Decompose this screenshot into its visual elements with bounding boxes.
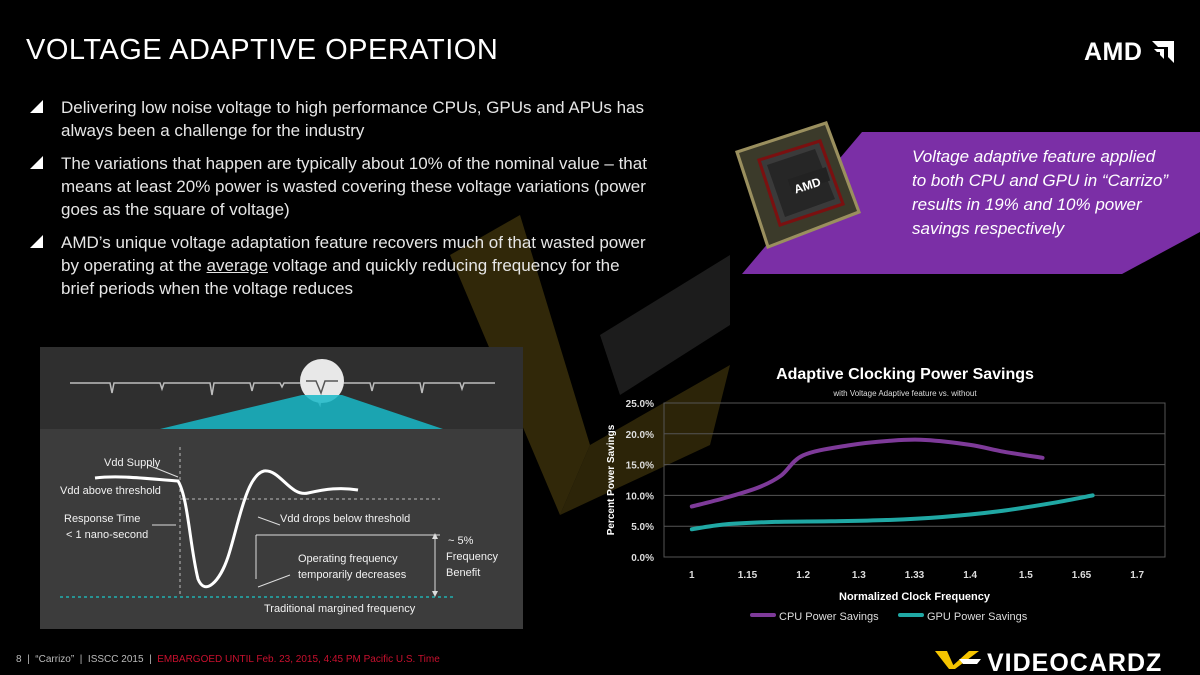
x-axis-label: Normalized Clock Frequency — [839, 591, 991, 603]
bullet-text: Delivering low noise voltage to high per… — [61, 98, 645, 140]
traditional-freq-label: Traditional margined frequency — [264, 603, 416, 615]
y-tick-label: 0.0% — [631, 553, 654, 564]
benefit-label-2: Benefit — [446, 567, 481, 579]
response-time-value: < 1 nano-second — [66, 529, 149, 541]
x-tick-label: 1.7 — [1130, 570, 1144, 581]
voltage-diagram: Vdd Supply Vdd above threshold Response … — [40, 347, 523, 629]
callout-text: Voltage adaptive feature applied to both… — [912, 147, 1169, 238]
y-axis-label: Percent Power Savings — [606, 424, 617, 535]
footer-conference: ISSCC 2015 — [87, 654, 144, 665]
bullet-text: The variations that happen are typically… — [61, 154, 647, 219]
x-tick-label: 1.2 — [796, 570, 810, 581]
slide-title: VOLTAGE ADAPTIVE OPERATION — [26, 34, 499, 66]
bullet-item: The variations that happen are typically… — [30, 152, 650, 221]
chip-image: AMD — [735, 121, 861, 249]
x-tick-label: 1.65 — [1072, 570, 1092, 581]
footer-embargo: EMBARGOED UNTIL Feb. 23, 2015, 4:45 PM P… — [157, 654, 440, 665]
vdd-drops-label: Vdd drops below threshold — [280, 513, 411, 525]
legend-gpu-swatch — [898, 613, 924, 617]
y-tick-label: 15.0% — [626, 461, 654, 472]
y-tick-label: 20.0% — [626, 430, 654, 441]
x-tick-label: 1.33 — [905, 570, 925, 581]
bullet-text-post: voltage and quickly reducing frequency f… — [61, 256, 620, 298]
y-tick-label: 25.0% — [626, 399, 654, 410]
x-tick-label: 1.3 — [852, 570, 866, 581]
cpu-series-line — [689, 437, 1045, 509]
voltage-diagram-graphic — [40, 347, 523, 629]
footer-sep: | — [79, 654, 83, 665]
page-number: 8 — [16, 654, 22, 665]
op-freq-label-2: temporarily decreases — [298, 569, 407, 581]
videocardz-brand-text: VIDEOCARDZ — [987, 649, 1163, 675]
bullet-text-pre: AMD’s unique voltage adaptation feature … — [61, 233, 646, 275]
legend-cpu-swatch — [750, 613, 776, 617]
footer-codename: “Carrizo” — [35, 654, 75, 665]
footer-sep: | — [149, 654, 152, 665]
footer: 8 | “Carrizo” | ISSCC 2015 | EMBARGOED U… — [16, 654, 440, 665]
amd-logo: AMD — [1084, 38, 1174, 67]
bullet-item: Delivering low noise voltage to high per… — [30, 96, 650, 142]
legend-cpu-label: CPU Power Savings — [779, 611, 879, 623]
gpu-series-line — [689, 493, 1095, 532]
bullet-item: AMD’s unique voltage adaptation feature … — [30, 231, 650, 300]
chart-subtitle: with Voltage Adaptive feature vs. withou… — [833, 389, 977, 398]
legend-gpu: GPU Power Savings — [898, 611, 1027, 623]
triangle-bullet-icon — [30, 156, 43, 169]
y-tick-label: 10.0% — [626, 491, 654, 502]
benefit-value: ~ 5% — [448, 535, 474, 547]
amd-arrow-icon — [1151, 41, 1174, 63]
response-time-label: Response Time — [64, 513, 141, 525]
vdd-above-label: Vdd above threshold — [60, 485, 161, 497]
x-tick-label: 1 — [689, 570, 695, 581]
op-freq-label: Operating frequency — [298, 553, 398, 565]
callout-banner — [742, 132, 1200, 274]
videocardz-logo-icon — [935, 651, 981, 669]
x-tick-label: 1.15 — [738, 570, 758, 581]
triangle-bullet-icon — [30, 100, 43, 113]
legend-cpu: CPU Power Savings — [750, 611, 879, 623]
videocardz-brand: VIDEOCARDZ — [935, 645, 1161, 675]
footer-sep: | — [27, 654, 30, 665]
vdd-supply-label: Vdd Supply — [104, 457, 161, 469]
legend-gpu-label: GPU Power Savings — [927, 611, 1028, 623]
plot-area — [663, 402, 1166, 558]
bullet-list: Delivering low noise voltage to high per… — [30, 96, 650, 310]
benefit-label: Frequency — [446, 551, 498, 563]
x-tick-label: 1.5 — [1019, 570, 1033, 581]
x-tick-label: 1.4 — [963, 570, 977, 581]
bullet-emphasis: average — [206, 256, 268, 275]
triangle-bullet-icon — [30, 235, 43, 248]
amd-logo-text: AMD — [1084, 38, 1143, 66]
power-savings-chart: 0.0% 5.0% 10.0% 15.0% 20.0% 25.0% 1 1.15 1.2 1.3 1… — [606, 399, 1166, 603]
y-tick-label: 5.0% — [631, 522, 654, 533]
chart-title: Adaptive Clocking Power Savings — [776, 366, 1034, 383]
